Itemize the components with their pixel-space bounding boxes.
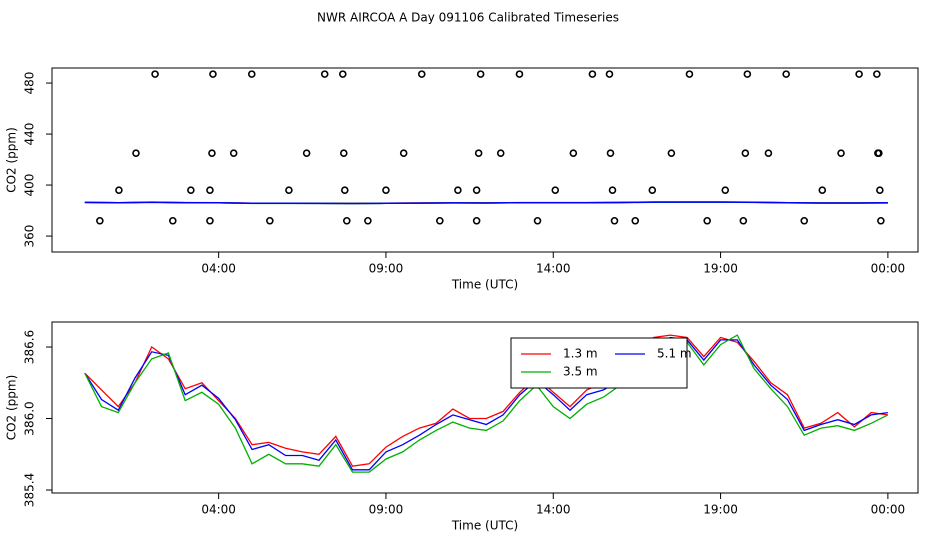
data-point (800, 216, 809, 225)
series-line (84, 334, 889, 473)
y-tick-label: 386.6 (23, 330, 37, 364)
legend-label: 1.3 m (563, 347, 598, 361)
data-point (569, 149, 578, 157)
data-point (875, 149, 883, 157)
data-point (247, 70, 256, 78)
data-point (873, 70, 881, 78)
data-point (168, 216, 177, 225)
data-point (474, 149, 483, 157)
x-tick-label: 14:00 (536, 262, 571, 276)
data-point (229, 149, 238, 157)
data-point (837, 149, 845, 157)
x-tick-label: 14:00 (536, 503, 571, 517)
data-point (417, 70, 426, 78)
y-tick-label: 385.4 (23, 473, 37, 507)
data-point (206, 186, 214, 194)
data-point (685, 70, 694, 78)
x-axis-label: Time (UTC) (451, 278, 518, 292)
x-tick-label: 09:00 (369, 503, 404, 517)
x-tick-label: 00:00 (871, 503, 906, 517)
chart-title: NWR AIRCOA A Day 091106 Calibrated Times… (317, 11, 619, 25)
data-point (209, 70, 217, 78)
plot-frame (51, 67, 919, 253)
y-axis-label: CO2 (ppm) (5, 127, 19, 193)
data-point (364, 216, 372, 225)
data-point (206, 216, 214, 225)
data-point (472, 216, 481, 225)
series-line (84, 334, 888, 467)
data-point (877, 216, 885, 225)
data-point (343, 216, 351, 225)
data-point (876, 186, 884, 194)
series-line (84, 201, 888, 205)
data-point (533, 216, 542, 225)
y-tick-label: 440 (23, 123, 37, 146)
data-point (476, 70, 485, 78)
data-point (648, 186, 657, 194)
y-tick-label: 360 (23, 225, 37, 248)
data-point (399, 149, 408, 157)
y-tick-label: 480 (23, 72, 37, 95)
x-tick-label: 19:00 (703, 503, 738, 517)
data-point (96, 216, 104, 225)
series-line (84, 336, 888, 471)
data-point (338, 70, 347, 78)
data-point (436, 216, 444, 225)
data-point (741, 149, 750, 157)
data-point (739, 216, 748, 225)
data-point (472, 186, 481, 194)
x-tick-label: 04:00 (201, 262, 236, 276)
data-point (208, 149, 216, 157)
data-point (606, 149, 615, 157)
data-point (339, 149, 348, 157)
x-tick-label: 00:00 (871, 262, 906, 276)
data-point (454, 186, 462, 194)
data-point (721, 186, 730, 194)
data-point (302, 149, 311, 157)
data-point (340, 186, 349, 194)
data-point (266, 216, 274, 225)
data-point (743, 70, 752, 78)
x-tick-label: 19:00 (703, 262, 738, 276)
legend-box (510, 337, 688, 389)
data-point (382, 186, 390, 194)
data-point (115, 186, 123, 194)
data-point (608, 186, 617, 194)
data-point (151, 70, 159, 78)
data-point (588, 70, 597, 78)
data-point (855, 70, 863, 78)
data-point (187, 186, 195, 194)
legend-label: 3.5 m (563, 365, 598, 379)
data-point (782, 70, 790, 78)
legend-label: 5.1 m (657, 347, 692, 361)
data-point (515, 70, 524, 78)
data-point (320, 70, 329, 78)
data-point (703, 216, 711, 225)
plot-frame (51, 321, 919, 494)
data-point (605, 70, 614, 78)
x-tick-label: 04:00 (201, 503, 236, 517)
data-point (551, 186, 560, 194)
data-point (285, 186, 293, 194)
data-point (496, 149, 505, 157)
data-point (132, 149, 140, 157)
y-tick-label: 386.0 (23, 401, 37, 435)
data-point (610, 216, 619, 225)
data-point (667, 149, 676, 157)
y-axis-label: CO2 (ppm) (5, 375, 19, 441)
data-point (631, 216, 640, 225)
y-tick-label: 400 (23, 174, 37, 197)
x-axis-label: Time (UTC) (451, 519, 518, 533)
data-point (764, 149, 773, 157)
data-point (818, 186, 827, 194)
x-tick-label: 09:00 (369, 262, 404, 276)
